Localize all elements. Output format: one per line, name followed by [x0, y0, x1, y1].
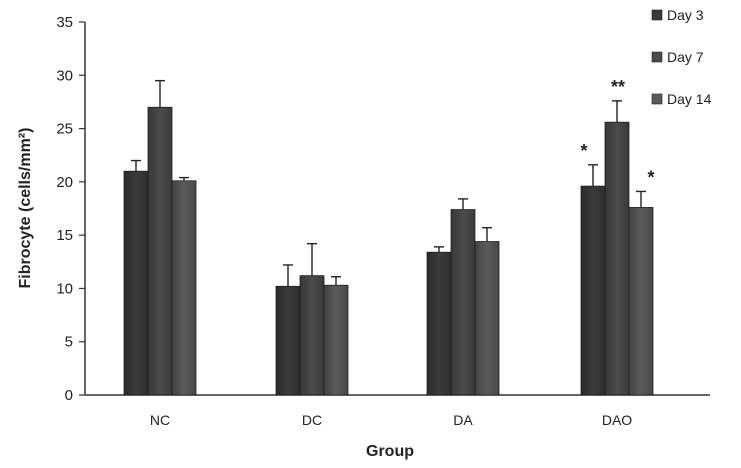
bar-shading	[629, 207, 653, 395]
legend-swatch	[651, 93, 663, 105]
significance-marker: *	[580, 141, 587, 161]
legend-swatch	[651, 9, 663, 21]
y-tick-label: 5	[65, 334, 73, 351]
bar-shading	[324, 285, 348, 395]
y-tick-label: 35	[56, 14, 73, 31]
legend-label: Day 7	[667, 49, 704, 65]
x-category-label: DAO	[602, 412, 632, 428]
x-category-label: DC	[302, 412, 322, 428]
significance-marker: **	[611, 77, 625, 97]
bar-shading	[124, 171, 148, 395]
bar-shading	[172, 180, 196, 395]
bar-shading	[451, 209, 475, 395]
y-tick-label: 0	[65, 387, 73, 404]
significance-marker: *	[647, 167, 654, 187]
bar-shading	[475, 241, 499, 395]
bar-shading	[427, 252, 451, 395]
legend-swatch	[651, 51, 663, 63]
y-tick-label: 30	[56, 67, 73, 84]
legend-label: Day 3	[667, 7, 704, 23]
bar-shading	[276, 286, 300, 395]
x-axis-title: Group	[366, 443, 414, 460]
y-tick-label: 25	[56, 121, 73, 138]
bar-shading	[605, 122, 629, 396]
bar-shading	[581, 186, 605, 395]
legend-label: Day 14	[667, 91, 712, 107]
x-category-label: DA	[453, 412, 473, 428]
bar-shading	[300, 275, 324, 395]
y-tick-label: 10	[56, 280, 73, 297]
x-category-label: NC	[150, 412, 170, 428]
y-tick-label: 15	[56, 227, 73, 244]
bar-shading	[148, 107, 172, 395]
y-axis-title: Fibrocyte (cells/mm²)	[17, 128, 34, 289]
y-tick-label: 20	[56, 174, 73, 191]
